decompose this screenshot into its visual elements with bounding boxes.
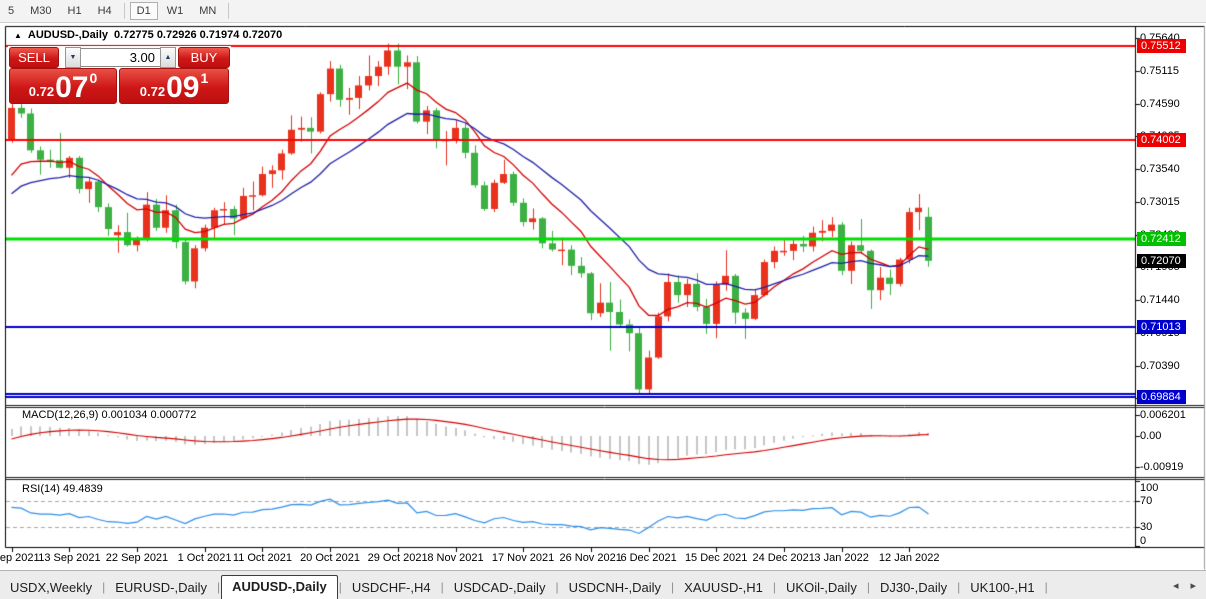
date-tick-label: 20 Oct 2021: [300, 552, 360, 564]
price-badge: 0.69884: [1137, 390, 1186, 405]
volume-decrease-button[interactable]: ▼: [65, 47, 81, 68]
macd-name: MACD(12,26,9): [22, 409, 99, 421]
timeframe-h1[interactable]: H1: [67, 5, 82, 17]
rsi-name: RSI(14): [22, 483, 60, 495]
price-tick-label: 0.71440: [1140, 294, 1180, 307]
macd-indicator-label: MACD(12,26,9) 0.001034 0.000772: [22, 409, 196, 421]
tab-ukoil-daily[interactable]: UKOil-,Daily: [786, 580, 857, 595]
date-tick-label: 17 Nov 2021: [491, 552, 555, 564]
volume-stepper: ▼ ▲: [65, 47, 176, 68]
chart-tab-bar: USDX,Weekly | EURUSD-,Daily | AUDUSD-,Daily |…: [0, 570, 1206, 599]
tab-usdcnh-daily[interactable]: USDCNH-,Daily: [568, 580, 662, 595]
timeframe-toolbar: 5 M30 H1 H4 D1 W1 MN: [0, 0, 1206, 23]
up-arrow-icon: ▲: [164, 54, 172, 61]
bid-price-prefix: 0.72: [28, 84, 55, 99]
tab-usdchf-h4[interactable]: USDCHF-,H4: [351, 580, 431, 595]
price-tick-label: 0.73015: [1140, 195, 1180, 208]
date-tick-label: 11 Oct 2021: [232, 552, 293, 564]
tab-eurusd-daily[interactable]: EURUSD-,Daily: [115, 580, 207, 595]
tab-separator: |: [957, 580, 961, 594]
chart-ohlc-values: 0.72775 0.72926 0.71974 0.72070: [114, 29, 283, 41]
toolbar-separator: [123, 3, 125, 19]
ask-price-box[interactable]: 0.72 09 1: [119, 68, 229, 104]
macd-main-value: 0.001034: [101, 409, 148, 421]
tab-separator: |: [102, 580, 106, 594]
price-badge: 0.75512: [1137, 38, 1186, 53]
date-tick-label: 6 Dec 2021: [620, 552, 677, 564]
trade-panel-row: SELL ▼ ▲ BUY: [9, 47, 230, 68]
toolbar-separator: [228, 3, 230, 19]
rsi-axis-label: 70: [1140, 494, 1153, 507]
rsi-axis-label: 30: [1140, 520, 1153, 533]
chart-header: ▲ AUDUSD-,Daily 0.72775 0.72926 0.71974 …: [14, 29, 282, 41]
price-tick-label: 0.73540: [1140, 163, 1180, 176]
tab-separator: |: [216, 580, 221, 594]
tab-separator: |: [772, 580, 777, 594]
date-tick-label: 8 Nov 2021: [427, 552, 484, 564]
ask-price-big-digits: 09: [166, 71, 200, 104]
tab-separator: |: [555, 580, 559, 594]
tab-separator: |: [440, 580, 444, 594]
date-tick-label: 3 Sep 2021: [0, 552, 40, 564]
date-tick-label: 24 Dec 2021: [752, 552, 815, 564]
date-tick-label: 26 Nov 2021: [559, 552, 622, 564]
price-badge: 0.72070: [1137, 253, 1186, 268]
tab-audusd-daily[interactable]: AUDUSD-,Daily: [221, 575, 338, 599]
price-tick-label: 0.74590: [1140, 97, 1180, 110]
price-badge: 0.72412: [1137, 232, 1186, 247]
date-tick-label: 13 Sep 2021: [38, 552, 101, 564]
price-badge: 0.74002: [1137, 133, 1186, 148]
timeframe-mn[interactable]: MN: [199, 5, 217, 17]
timeframe-w1[interactable]: W1: [166, 5, 184, 17]
tab-uk100-h1[interactable]: UK100-,H1: [970, 580, 1035, 595]
sell-button[interactable]: SELL: [9, 47, 59, 68]
rsi-current-value: 49.4839: [62, 483, 103, 495]
macd-axis-label: 0.006201: [1140, 409, 1186, 421]
one-click-trade-panel: SELL ▼ ▲ BUY 0.72 07 0 0.72 09 1: [8, 46, 231, 104]
ask-price-pipette: 1: [200, 70, 209, 86]
ask-price-prefix: 0.72: [139, 84, 166, 99]
tabs-scroll-right-icon[interactable]: ▸: [1190, 580, 1196, 592]
tab-separator: |: [1044, 580, 1048, 594]
macd-axis-label: -0.00919: [1140, 461, 1184, 474]
price-tick-label: 0.75115: [1140, 64, 1179, 77]
price-tick-label: 0.70390: [1140, 359, 1180, 372]
collapse-triangle-icon[interactable]: ▲: [14, 30, 22, 40]
macd-axis-label: 0.00: [1140, 430, 1162, 442]
down-arrow-icon: ▼: [69, 54, 77, 61]
date-tick-label: 1 Oct 2021: [177, 552, 232, 564]
bid-price-box[interactable]: 0.72 07 0: [9, 68, 117, 104]
tab-xauusd-h1[interactable]: XAUUSD-,H1: [684, 580, 763, 595]
bid-price-pipette: 0: [89, 70, 98, 86]
chart-symbol-label: AUDUSD-,Daily: [27, 29, 108, 41]
rsi-axis-label: 100: [1140, 482, 1159, 494]
tab-usdx-weekly[interactable]: USDX,Weekly: [10, 580, 93, 595]
bid-price-big-digits: 07: [55, 71, 89, 104]
date-tick-label: 3 Jan 2022: [814, 552, 869, 564]
price-badge: 0.71013: [1137, 319, 1186, 334]
rsi-indicator-label: RSI(14) 49.4839: [22, 483, 103, 495]
tab-separator: |: [671, 580, 675, 594]
timeframe-d1[interactable]: D1: [129, 2, 158, 20]
date-tick-label: 29 Oct 2021: [367, 552, 428, 564]
date-tick-label: 22 Sep 2021: [105, 552, 169, 564]
tabs-scroll-left-icon[interactable]: ◂: [1172, 580, 1179, 592]
tab-dj30-daily[interactable]: DJ30-,Daily: [879, 580, 948, 595]
tab-scroll-arrows: ◂ ▸: [1173, 579, 1206, 599]
macd-signal-value: 0.000772: [150, 409, 197, 421]
tab-usdcad-daily[interactable]: USDCAD-,Daily: [453, 580, 546, 595]
timeframe-m30[interactable]: M30: [30, 5, 52, 17]
date-tick-label: 12 Jan 2022: [878, 552, 940, 564]
buy-button[interactable]: BUY: [178, 47, 230, 68]
timeframe-h4[interactable]: H4: [97, 5, 112, 17]
volume-increase-button[interactable]: ▲: [160, 47, 176, 68]
rsi-axis-label: 0: [1140, 535, 1147, 547]
volume-input[interactable]: [81, 48, 160, 67]
tab-separator: |: [866, 580, 870, 594]
tab-separator: |: [338, 580, 342, 594]
timeframe-5[interactable]: 5: [8, 5, 15, 17]
date-tick-label: 15 Dec 2021: [684, 552, 748, 564]
